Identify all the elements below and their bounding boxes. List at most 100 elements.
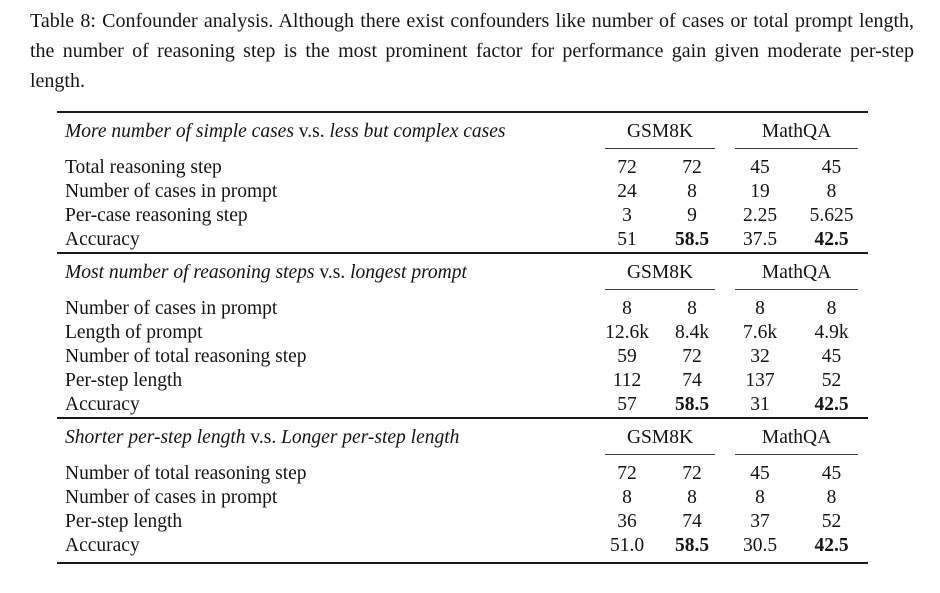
cell-value: 24 xyxy=(617,181,637,202)
cell-value: 36 xyxy=(617,511,637,532)
cell-value: 72 xyxy=(682,346,702,367)
row-label: Per-step length xyxy=(65,511,183,532)
table-row-accuracy: Accuracy 51.0 58.5 30.5 42.5 xyxy=(57,534,868,558)
section-title: Shorter per-step length v.s. Longer per-… xyxy=(65,427,460,448)
table-top-rule xyxy=(57,111,868,113)
cell-value: 52 xyxy=(821,370,842,391)
column-group-gsm8k: GSM8K xyxy=(595,113,725,156)
cell-value: 72 xyxy=(617,463,637,484)
table-row: Number of cases in prompt 24 8 19 8 xyxy=(57,180,868,204)
cell-value: 32 xyxy=(750,346,770,367)
cell-value: 4.9k xyxy=(814,322,849,343)
row-label: Length of prompt xyxy=(65,322,203,343)
cell-value: 72 xyxy=(682,463,702,484)
cell-value: 8 xyxy=(622,487,632,508)
row-label: Total reasoning step xyxy=(65,157,222,178)
confounder-analysis-table: More number of simple cases v.s. less bu… xyxy=(57,111,868,564)
row-label: Number of total reasoning step xyxy=(65,463,307,484)
column-group-mathqa: MathQA xyxy=(725,419,868,462)
column-group-gsm8k: GSM8K xyxy=(595,419,725,462)
section-title: Most number of reasoning steps v.s. long… xyxy=(65,262,467,283)
cell-value-best: 42.5 xyxy=(814,229,849,250)
cell-value: 74 xyxy=(682,370,702,391)
table-bottom-rule xyxy=(57,562,868,564)
cell-value: 8 xyxy=(687,487,697,508)
cell-value: 30.5 xyxy=(742,535,778,556)
table-row: Total reasoning step 72 72 45 45 xyxy=(57,156,868,180)
cell-value: 45 xyxy=(750,463,770,484)
cell-value-best: 58.5 xyxy=(674,394,710,415)
cell-value: 72 xyxy=(682,157,702,178)
row-label: Number of cases in prompt xyxy=(65,487,278,508)
section-title: More number of simple cases v.s. less bu… xyxy=(65,121,506,142)
cell-value: 19 xyxy=(750,181,770,202)
cell-value: 8 xyxy=(687,181,697,202)
table-row: Length of prompt 12.6k 8.4k 7.6k 4.9k xyxy=(57,321,868,345)
section-divider-rule xyxy=(57,417,868,419)
cell-value: 5.625 xyxy=(809,205,854,226)
cell-value: 2.25 xyxy=(742,205,778,226)
row-label: Number of total reasoning step xyxy=(65,346,307,367)
table-row-accuracy: Accuracy 51 58.5 37.5 42.5 xyxy=(57,228,868,252)
column-group-mathqa: MathQA xyxy=(725,113,868,156)
table-row: Per-step length 36 74 37 52 xyxy=(57,510,868,534)
cell-value: 57 xyxy=(617,394,637,415)
cell-value: 8 xyxy=(826,298,837,319)
cell-value: 7.6k xyxy=(742,322,778,343)
cell-value: 8 xyxy=(755,487,765,508)
cell-value: 8 xyxy=(826,181,837,202)
cell-value: 51.0 xyxy=(609,535,645,556)
section-header-row: Shorter per-step length v.s. Longer per-… xyxy=(57,419,868,462)
cell-value: 8.4k xyxy=(674,322,710,343)
column-group-gsm8k: GSM8K xyxy=(595,254,725,297)
row-label: Per-case reasoning step xyxy=(65,205,248,226)
cell-value: 8 xyxy=(687,298,697,319)
cell-value: 12.6k xyxy=(605,322,649,343)
cell-value: 31 xyxy=(750,394,770,415)
cell-value: 45 xyxy=(821,463,842,484)
cell-value-best: 58.5 xyxy=(674,535,710,556)
section-header-row: More number of simple cases v.s. less bu… xyxy=(57,113,868,156)
cell-value: 8 xyxy=(622,298,632,319)
cell-value-best: 58.5 xyxy=(674,229,710,250)
cell-value-best: 42.5 xyxy=(814,394,849,415)
cell-value: 8 xyxy=(826,487,837,508)
cell-value-best: 42.5 xyxy=(814,535,849,556)
section-divider-rule xyxy=(57,252,868,254)
table-section-steps-vs-prompt-length: Most number of reasoning steps v.s. long… xyxy=(57,254,868,417)
table-row: Number of total reasoning step 59 72 32 … xyxy=(57,345,868,369)
row-label: Accuracy xyxy=(65,535,140,556)
cell-value: 137 xyxy=(745,370,775,391)
cell-value: 37.5 xyxy=(742,229,778,250)
table-row: Per-step length 112 74 137 52 xyxy=(57,369,868,393)
table-row: Number of cases in prompt 8 8 8 8 xyxy=(57,297,868,321)
row-label: Number of cases in prompt xyxy=(65,298,278,319)
table-caption: Table 8: Confounder analysis. Although t… xyxy=(30,10,914,92)
cell-value: 37 xyxy=(750,511,770,532)
row-label: Accuracy xyxy=(65,394,140,415)
cell-value: 51 xyxy=(617,229,637,250)
section-header-row: Most number of reasoning steps v.s. long… xyxy=(57,254,868,297)
table-row: Per-case reasoning step 3 9 2.25 5.625 xyxy=(57,204,868,228)
cell-value: 52 xyxy=(821,511,842,532)
table-section-shorter-vs-longer-step: Shorter per-step length v.s. Longer per-… xyxy=(57,419,868,558)
cell-value: 45 xyxy=(750,157,770,178)
cell-value: 45 xyxy=(821,157,842,178)
table-row: Number of total reasoning step 72 72 45 … xyxy=(57,462,868,486)
column-group-mathqa: MathQA xyxy=(725,254,868,297)
cell-value: 74 xyxy=(682,511,702,532)
table-row: Number of cases in prompt 8 8 8 8 xyxy=(57,486,868,510)
row-label: Accuracy xyxy=(65,229,140,250)
cell-value: 112 xyxy=(612,370,642,391)
row-label: Per-step length xyxy=(65,370,183,391)
cell-value: 45 xyxy=(821,346,842,367)
cell-value: 8 xyxy=(755,298,765,319)
cell-value: 3 xyxy=(622,205,632,226)
cell-value: 9 xyxy=(687,205,697,226)
table-row-accuracy: Accuracy 57 58.5 31 42.5 xyxy=(57,393,868,417)
cell-value: 59 xyxy=(617,346,637,367)
row-label: Number of cases in prompt xyxy=(65,181,278,202)
cell-value: 72 xyxy=(617,157,637,178)
table-section-simple-vs-complex: More number of simple cases v.s. less bu… xyxy=(57,113,868,252)
